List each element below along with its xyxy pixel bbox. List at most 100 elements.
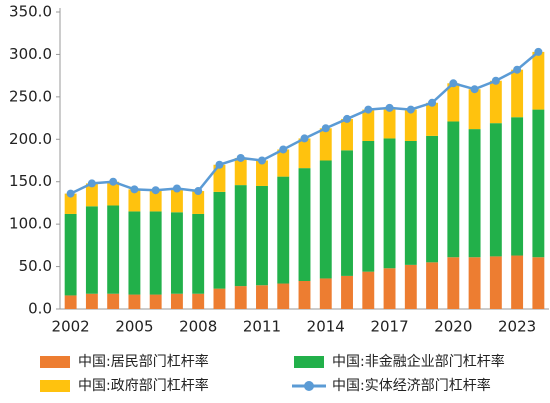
y-tick-label: 250.0 [9,87,52,105]
bar-segment [341,118,353,151]
y-tick-label: 350.0 [9,3,52,21]
bar-segment [489,80,502,124]
bar-segment [511,69,524,118]
bar-segment [192,213,205,294]
line-marker [236,153,245,162]
bar-segment [362,140,375,272]
x-tick-label: 2023 [498,318,536,336]
bar-segment [404,109,417,141]
line-marker [172,184,181,193]
bar-segment [383,107,396,139]
bar-segment [426,262,439,309]
bar-segment [383,138,396,269]
line-marker [321,124,330,133]
line-marker [385,103,394,112]
bar-segment [149,294,162,309]
bar-segment [85,293,98,309]
bar-segment [170,212,183,294]
bar-segment [213,191,226,289]
bar-segment [341,275,353,309]
legend-label: 中国:实体经济部门杠杆率 [332,377,491,394]
bar-segment [64,213,77,296]
x-tick-label: 2020 [434,318,472,336]
bar-segment [149,190,162,212]
bar-segment [447,257,460,309]
bar-segment [319,160,332,279]
bar-segment [447,121,460,258]
bar-segment [532,51,545,110]
bar-segment [85,183,98,207]
line-marker [364,105,373,114]
bar-segment [298,138,311,169]
legend-label: 中国:政府部门杠杆率 [78,377,209,394]
x-tick-label: 2002 [52,318,90,336]
y-tick-label: 50.0 [19,257,52,275]
bar-segment [341,150,353,276]
line-marker [130,185,139,194]
line-marker [534,47,543,56]
x-tick-label: 2008 [179,318,217,336]
line-marker [513,65,522,74]
line-marker [406,105,415,114]
legend-swatch [40,380,70,392]
bar-segment [277,176,290,284]
bar-segment [213,288,226,309]
x-tick-label: 2005 [115,318,153,336]
bar-segment [149,211,162,295]
line-marker [449,79,458,88]
bar-segment [128,211,141,295]
line-marker [343,114,352,123]
line-marker [194,187,203,196]
bar-segment [532,257,545,309]
bar-segment [468,89,481,130]
x-tick-label: 2014 [307,318,345,336]
bar-segment [192,293,205,309]
bar-segment [468,129,481,258]
legend-label: 中国:非金融企业部门杠杆率 [332,353,505,370]
line-marker [428,98,437,107]
bar-segment [64,193,77,214]
bar-segment [256,160,268,186]
bar-segment [489,256,502,309]
y-tick-label: 200.0 [9,130,52,148]
bar-segment [362,109,375,141]
bar-segment [319,278,332,309]
legend-swatch [294,356,324,368]
line-marker [151,186,160,195]
bar-segment [447,83,460,122]
bar-segment [362,271,375,309]
bar-segment [319,128,332,161]
bar-segment [298,168,311,281]
line-marker [109,177,118,186]
bar-segment [489,123,502,257]
bar-segment [128,294,141,309]
bar-segment [170,293,183,309]
bar-segment [256,185,268,286]
y-tick-label: 0.0 [28,300,52,318]
bar-segment [277,283,290,309]
bar-segment [192,191,205,214]
legend-swatch [40,356,70,368]
bar-segment [128,189,141,212]
bar-segment [256,285,268,309]
bar-segment [532,109,545,258]
bar-segment [234,157,247,186]
line-marker [470,85,479,94]
bar-segment [511,255,524,309]
bar-segment [298,280,311,309]
y-tick-label: 150.0 [9,172,52,190]
line-marker [279,145,288,154]
legend-marker [304,381,314,391]
bar-segment [170,188,183,213]
line-marker [491,76,500,85]
legend-label: 中国:居民部门杠杆率 [78,353,209,370]
bar-segment [213,164,226,192]
bar-segment [85,206,98,294]
bar-segment [107,181,120,206]
y-tick-label: 100.0 [9,215,52,233]
bar-segment [404,264,417,309]
line-marker [300,134,309,143]
line-marker [257,156,266,165]
y-tick-label: 300.0 [9,45,52,63]
